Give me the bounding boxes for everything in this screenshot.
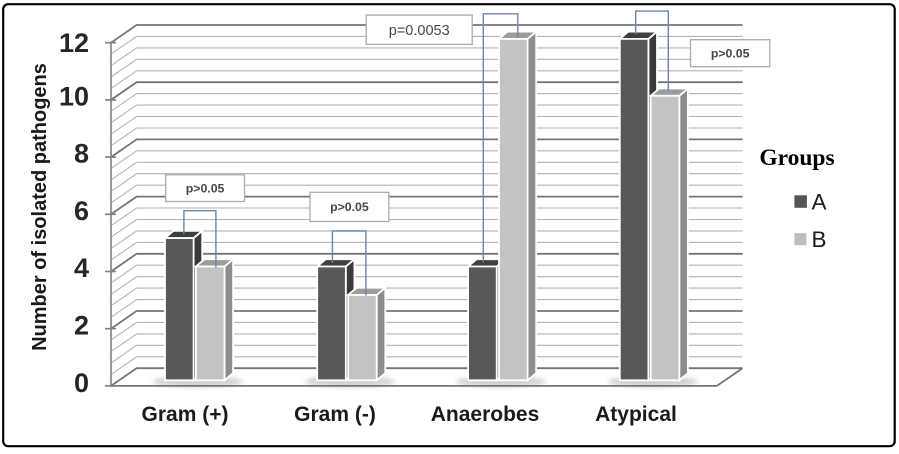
svg-text:p=0.0053: p=0.0053 <box>389 23 450 39</box>
svg-text:B: B <box>812 227 827 252</box>
svg-text:A: A <box>812 190 827 215</box>
svg-text:p>0.05: p>0.05 <box>186 181 225 195</box>
svg-text:p>0.05: p>0.05 <box>330 200 369 214</box>
svg-text:Anaerobes: Anaerobes <box>431 403 540 426</box>
svg-text:Gram (-): Gram (-) <box>294 403 376 426</box>
svg-text:10: 10 <box>59 82 89 112</box>
svg-text:p>0.05: p>0.05 <box>711 47 750 61</box>
svg-text:4: 4 <box>74 253 89 283</box>
svg-text:8: 8 <box>74 139 89 169</box>
svg-text:0: 0 <box>74 368 89 398</box>
svg-text:6: 6 <box>74 196 89 226</box>
svg-text:Groups: Groups <box>759 145 834 171</box>
svg-text:2: 2 <box>74 311 89 341</box>
svg-text:Number of isolated pathogens: Number of isolated pathogens <box>29 63 51 351</box>
svg-text:12: 12 <box>59 28 89 58</box>
svg-text:Atypical: Atypical <box>595 403 677 426</box>
svg-text:Gram (+): Gram (+) <box>142 403 229 426</box>
